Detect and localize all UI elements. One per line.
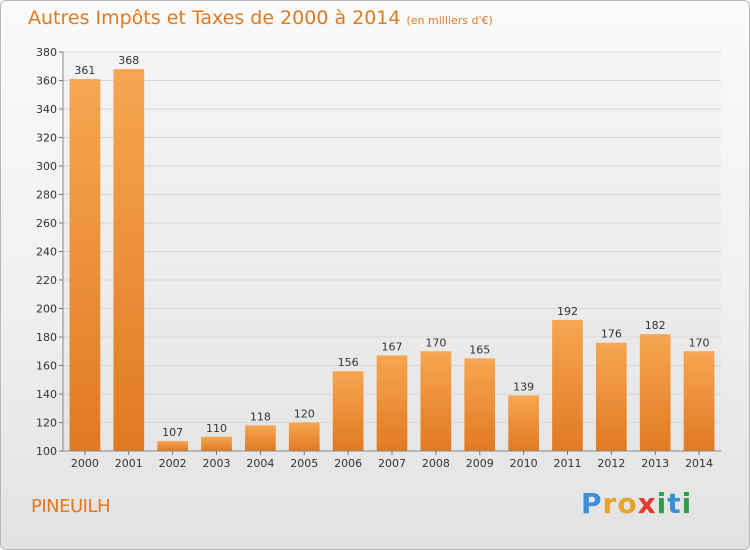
- y-tick-label: 120: [36, 417, 57, 430]
- brand-letter: P: [581, 487, 603, 520]
- bar-2013: [639, 334, 671, 451]
- x-tick-label: 2006: [334, 457, 362, 470]
- brand-letter: r: [602, 487, 618, 520]
- y-tick-label: 260: [36, 217, 57, 230]
- y-tick-label: 180: [36, 331, 57, 344]
- x-tick-label: 2008: [422, 457, 450, 470]
- bar-value-label: 361: [74, 64, 95, 77]
- bar-value-label: 120: [294, 408, 315, 421]
- y-tick-label: 220: [36, 274, 57, 287]
- brand-letter: t: [667, 487, 682, 520]
- y-tick-label: 280: [36, 189, 57, 202]
- bar-2000: [69, 79, 101, 451]
- chart-title: Autres Impôts et Taxes de 2000 à 2014 (en…: [28, 7, 493, 29]
- bar-2011: [552, 319, 583, 451]
- x-tick-label: 2000: [71, 457, 99, 470]
- bar-2010: [508, 395, 539, 451]
- y-tick-label: 380: [36, 46, 57, 59]
- bar-value-label: 110: [206, 422, 227, 435]
- y-tick-label: 340: [36, 103, 57, 116]
- y-tick-label: 100: [36, 445, 57, 458]
- bar-value-label: 170: [425, 336, 446, 349]
- y-tick-label: 200: [36, 303, 57, 316]
- bar-value-label: 176: [601, 328, 622, 341]
- bar-value-label: 118: [250, 410, 271, 423]
- y-tick-label: 140: [36, 388, 57, 401]
- brand-letter: o: [617, 487, 638, 520]
- bar-value-label: 139: [513, 380, 534, 393]
- bar-2009: [464, 358, 496, 451]
- bar-value-label: 192: [557, 305, 578, 318]
- bar-2002: [157, 441, 189, 451]
- y-tick-label: 160: [36, 360, 57, 373]
- bar-value-label: 368: [118, 54, 139, 67]
- bar-value-label: 182: [645, 319, 666, 332]
- bar-value-label: 170: [689, 336, 710, 349]
- y-axis-ticks: 100 120 140 160 180 200 220 240 260 280 300 320 340 3…: [36, 46, 64, 458]
- x-tick-label: 2013: [641, 457, 669, 470]
- x-tick-label: 2005: [290, 457, 318, 470]
- location-name: PINEUILH: [31, 496, 111, 517]
- x-tick-label: 2007: [378, 457, 406, 470]
- x-tick-label: 2014: [685, 457, 713, 470]
- brand-letter: i: [681, 487, 693, 520]
- chart-title-text: Autres Impôts et Taxes de 2000 à 2014: [28, 7, 401, 29]
- brand-letter: i: [656, 487, 668, 520]
- brand-logo: Proxiti: [581, 487, 692, 520]
- chart-unit-text: (en milliers d'€): [406, 14, 493, 27]
- bar-2008: [420, 351, 452, 451]
- bar-2007: [376, 355, 408, 451]
- y-tick-label: 320: [36, 132, 57, 145]
- bar-2006: [332, 371, 364, 451]
- bars: 361 368 107 110 118 120 156 167 170 165 139 192 176 1…: [69, 54, 715, 451]
- brand-letter: x: [637, 487, 657, 520]
- x-tick-label: 2002: [159, 457, 187, 470]
- y-tick-label: 240: [36, 246, 57, 259]
- x-axis-ticks: 2000 2001 2002 2003 2004 2005 2006 2007 2008 2009…: [63, 450, 721, 470]
- x-tick-label: 2012: [597, 457, 625, 470]
- y-tick-label: 300: [36, 160, 57, 173]
- bar-2012: [595, 342, 627, 451]
- bar-value-label: 165: [469, 343, 490, 356]
- bar-2001: [113, 69, 145, 451]
- bar-2005: [288, 422, 320, 451]
- bar-2003: [201, 436, 232, 451]
- x-tick-label: 2011: [553, 457, 581, 470]
- x-tick-label: 2001: [115, 457, 143, 470]
- x-tick-label: 2003: [203, 457, 231, 470]
- x-tick-label: 2004: [246, 457, 274, 470]
- bar-2014: [683, 351, 715, 451]
- x-tick-label: 2009: [466, 457, 494, 470]
- y-tick-label: 360: [36, 75, 57, 88]
- bar-value-label: 156: [338, 356, 359, 369]
- bar-value-label: 107: [162, 426, 183, 439]
- bar-2004: [245, 425, 276, 451]
- x-tick-label: 2010: [510, 457, 538, 470]
- bar-value-label: 167: [382, 341, 403, 354]
